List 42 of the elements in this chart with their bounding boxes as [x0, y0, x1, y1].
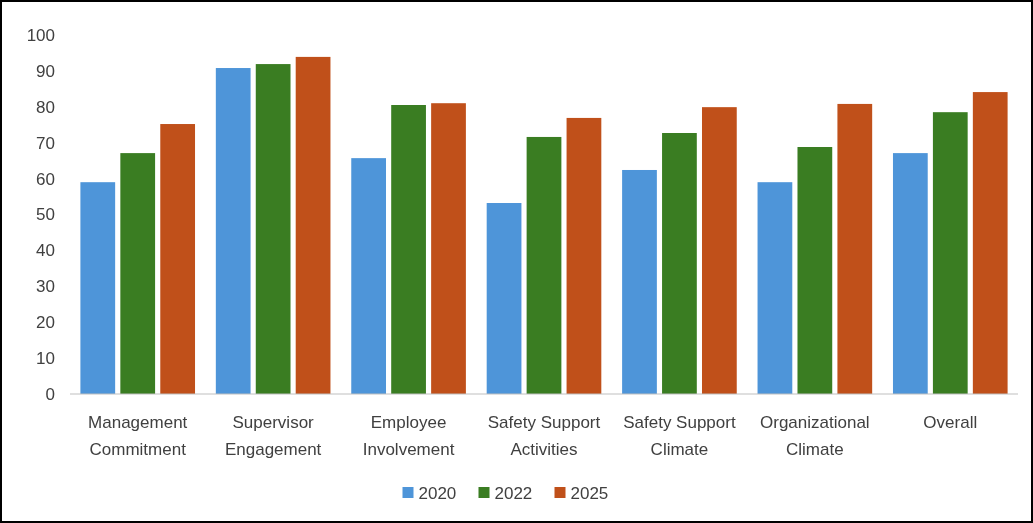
- bar: [351, 158, 387, 394]
- y-tick-label: 10: [36, 349, 55, 369]
- y-tick-label: 80: [36, 97, 55, 117]
- bar: [702, 107, 737, 394]
- bar: [431, 103, 466, 394]
- y-tick-label: 70: [36, 133, 55, 153]
- legend-label: 2020: [418, 483, 457, 503]
- bar: [215, 68, 251, 394]
- bar: [391, 105, 426, 394]
- y-tick-label: 60: [36, 169, 55, 189]
- legend-label: 2025: [570, 483, 609, 503]
- x-tick-label: Safety Support Activities: [487, 413, 601, 459]
- bar: [526, 136, 562, 394]
- x-tick-label: Supervisor Engagement: [224, 413, 322, 459]
- y-tick-label: 90: [36, 61, 55, 81]
- bar: [120, 153, 156, 394]
- y-tick-label: 30: [36, 277, 55, 297]
- bar: [80, 182, 116, 394]
- bar: [255, 64, 291, 394]
- bar: [566, 117, 602, 394]
- y-tick-label: 20: [36, 313, 55, 333]
- bar: [892, 153, 928, 394]
- bar: [662, 133, 697, 394]
- x-tick-label: Employee Involvement: [362, 413, 455, 459]
- bar: [797, 147, 833, 394]
- x-tick-label: Overall: [923, 413, 978, 432]
- bar: [837, 103, 873, 394]
- y-tick-label: 0: [45, 384, 55, 404]
- bar: [160, 124, 196, 394]
- x-tick-label: Safety Support Climate: [623, 413, 736, 459]
- x-tick-label: Management Commitment: [88, 413, 188, 459]
- y-tick-label: 40: [36, 241, 55, 261]
- bar: [972, 92, 1008, 394]
- bar: [486, 203, 522, 394]
- bar: [622, 169, 657, 394]
- y-tick-label: 100: [26, 25, 55, 45]
- bar: [295, 56, 331, 394]
- legend-label: 2022: [494, 483, 533, 503]
- y-tick-label: 50: [36, 205, 55, 225]
- x-tick-label: Organizational Climate: [760, 413, 870, 459]
- bar: [757, 182, 793, 394]
- bar: [932, 112, 968, 394]
